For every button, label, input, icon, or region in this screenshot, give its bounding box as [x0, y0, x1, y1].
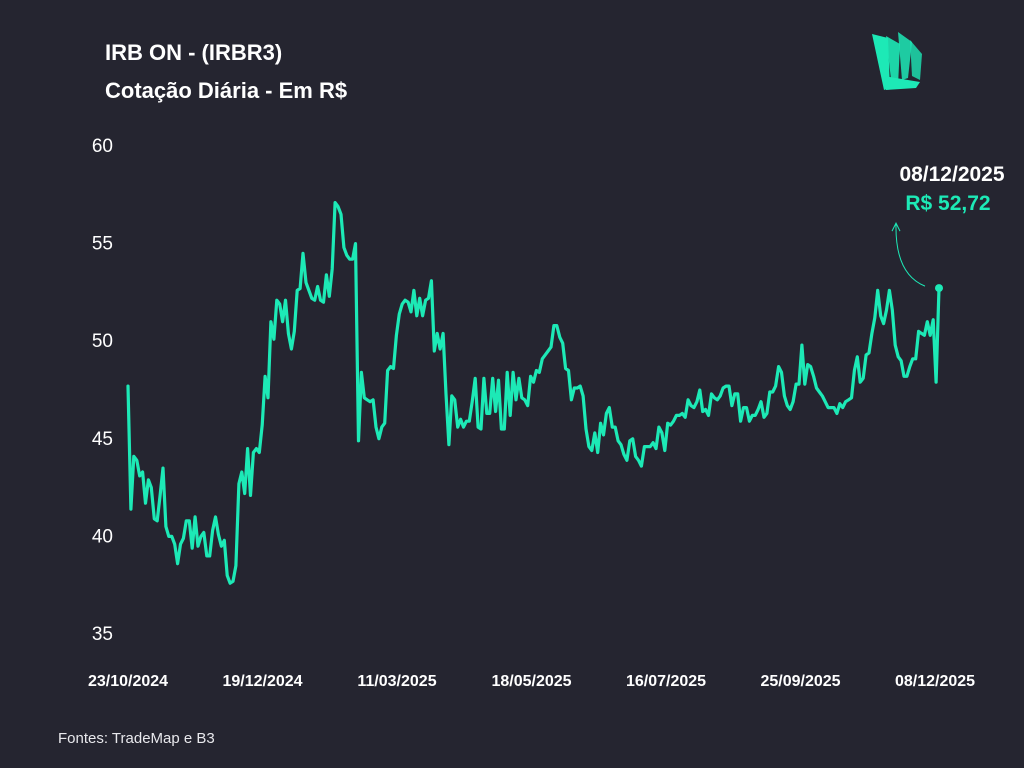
annotation-price: R$ 52,72 — [905, 192, 991, 215]
x-tick-label: 18/05/2025 — [491, 673, 571, 690]
y-tick-label: 55 — [92, 234, 113, 255]
y-tick-label: 60 — [92, 136, 113, 157]
last-price-marker — [935, 284, 943, 293]
y-tick-label: 40 — [92, 526, 113, 547]
x-tick-label: 25/09/2025 — [760, 673, 840, 690]
x-tick-label: 23/10/2024 — [88, 673, 168, 690]
annotation-arrow-head-icon — [891, 221, 901, 232]
title-line-2: Cotação Diária - Em R$ — [105, 78, 348, 103]
chart-title: IRB ON - (IRBR3) Cotação Diária - Em R$ — [105, 34, 347, 110]
leaf-logo-icon — [872, 32, 922, 90]
y-tick-label: 35 — [92, 624, 113, 645]
x-tick-label: 16/07/2025 — [626, 673, 706, 690]
y-tick-label: 45 — [92, 429, 113, 450]
x-tick-label: 11/03/2025 — [357, 673, 436, 690]
y-tick-label: 50 — [92, 331, 113, 352]
title-line-1: IRB ON - (IRBR3) — [105, 40, 283, 65]
annotation-arrow-icon — [895, 224, 926, 287]
x-tick-label: 19/12/2024 — [222, 673, 302, 690]
series-line — [126, 201, 941, 585]
source-note: Fontes: TradeMap e B3 — [58, 730, 215, 747]
annotation-date: 08/12/2025 — [899, 163, 1005, 186]
x-tick-label: 08/12/2025 — [895, 673, 975, 690]
y-axis: 35 40 45 50 55 60 — [92, 136, 113, 645]
x-axis: 23/10/2024 19/12/2024 11/03/2025 18/05/2025… — [88, 673, 975, 690]
